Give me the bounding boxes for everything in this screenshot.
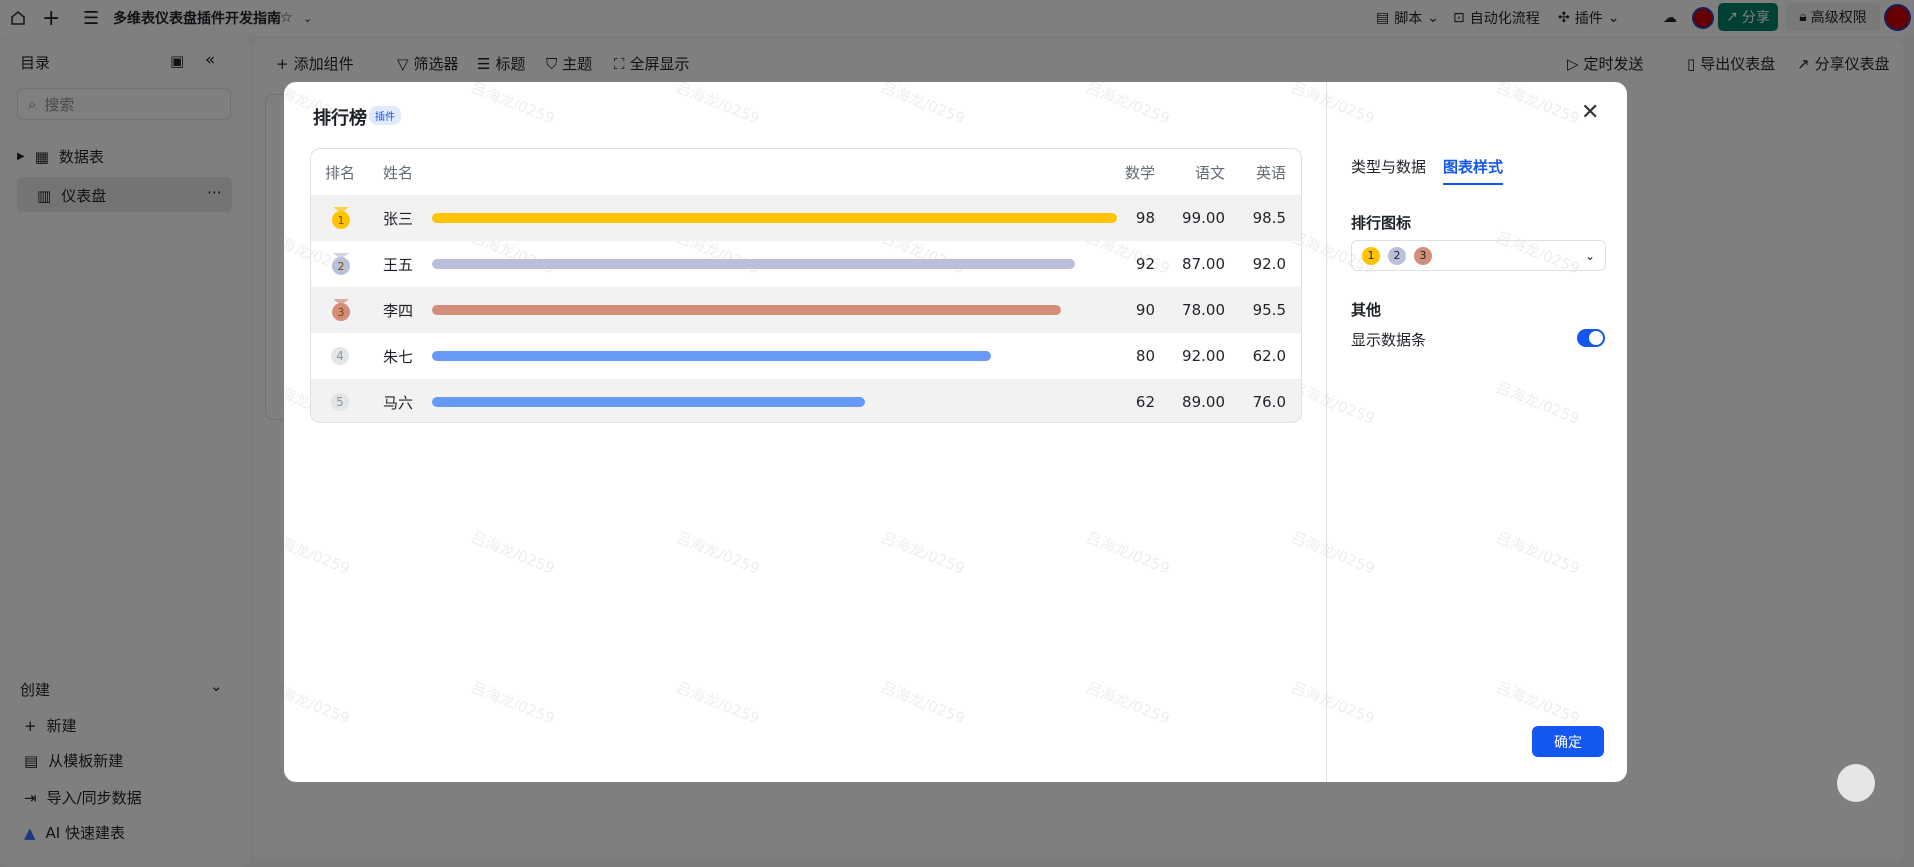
math-cell: 62 [1135, 393, 1155, 411]
watermark-text: 吕海龙/0259 [284, 678, 353, 728]
watermark-text: 吕海龙/0259 [468, 82, 558, 128]
silver-medal-icon: 2 [1388, 246, 1406, 265]
table-row: 3 李四 90 78.00 95.5 [311, 287, 1301, 333]
table-header: 排名 姓名 数学 语文 英语 [311, 149, 1301, 195]
ranking-table: 排名 姓名 数学 语文 英语 1 张三 98 99.00 98.5 2 王五 92 87.00 9… [310, 148, 1302, 423]
watermark-text: 吕海龙/0259 [673, 528, 763, 578]
name-cell: 朱七 [383, 347, 414, 366]
name-cell: 马六 [383, 393, 414, 412]
rank-number: 4 [331, 347, 349, 365]
watermark-text: 吕海龙/0259 [878, 82, 968, 128]
chinese-cell: 78.00 [1182, 301, 1225, 319]
data-bar [432, 305, 1062, 315]
watermark-text: 吕海龙/0259 [878, 678, 968, 728]
data-bar [432, 397, 866, 407]
header-math: 数学 [1124, 163, 1155, 182]
rank-number: 5 [331, 393, 349, 411]
chinese-cell: 99.00 [1182, 209, 1225, 227]
watermark-text: 吕海龙/0259 [1083, 678, 1173, 728]
chevron-down-icon: ⌄ [1584, 248, 1595, 263]
watermark-text: 吕海龙/0259 [468, 678, 558, 728]
tab-chart-style[interactable]: 图表样式 [1443, 156, 1504, 185]
table-row: 4 朱七 80 92.00 62.0 [311, 333, 1301, 379]
watermark-text: 吕海龙/0259 [673, 82, 763, 128]
header-chinese: 语文 [1194, 163, 1225, 182]
math-cell: 98 [1135, 209, 1155, 227]
table-row: 2 王五 92 87.00 92.0 [311, 241, 1301, 287]
settings-panel: 类型与数据 图表样式 排行图标 1 2 3 ⌄ 其他 显示数据条 确定 [1326, 82, 1627, 782]
medal-icon: 2 [331, 253, 351, 275]
tab-type-data[interactable]: 类型与数据 [1351, 158, 1427, 176]
english-cell: 98.5 [1252, 209, 1286, 227]
math-cell: 90 [1135, 301, 1155, 319]
watermark-text: 吕海龙/0259 [468, 528, 558, 578]
plugin-badge: 插件 [369, 106, 401, 125]
rank-icon-select[interactable]: 1 2 3 ⌄ [1351, 240, 1606, 271]
watermark-text: 吕海龙/0259 [878, 528, 968, 578]
close-icon[interactable]: ✕ [1581, 100, 1600, 125]
table-row: 1 张三 98 99.00 98.5 [311, 195, 1301, 241]
name-cell: 张三 [383, 209, 414, 228]
table-row: 5 马六 62 89.00 76.0 [311, 379, 1301, 422]
chinese-cell: 87.00 [1182, 255, 1225, 273]
data-bar [432, 213, 1117, 223]
name-cell: 李四 [383, 301, 414, 320]
name-cell: 王五 [383, 255, 414, 274]
header-rank: 排名 [325, 163, 356, 182]
confirm-button[interactable]: 确定 [1532, 726, 1604, 757]
math-cell: 92 [1135, 255, 1155, 273]
english-cell: 62.0 [1252, 347, 1286, 365]
chinese-cell: 89.00 [1182, 393, 1225, 411]
rank-icon-label: 排行图标 [1351, 214, 1412, 232]
data-bar [432, 351, 992, 361]
watermark-text: 吕海龙/0259 [1083, 82, 1173, 128]
bronze-medal-icon: 3 [1414, 246, 1432, 265]
header-name: 姓名 [383, 163, 414, 182]
watermark-text: 吕海龙/0259 [673, 678, 763, 728]
watermark-text: 吕海龙/0259 [1083, 528, 1173, 578]
show-bar-toggle[interactable] [1577, 329, 1605, 347]
gold-medal-icon: 1 [1362, 246, 1380, 265]
toggle-knob [1589, 331, 1603, 345]
modal-title: 排行榜 [313, 108, 367, 129]
data-bar [432, 259, 1076, 269]
math-cell: 80 [1135, 347, 1155, 365]
header-english: 英语 [1255, 163, 1286, 182]
ranking-modal: 吕海龙/0259 吕海龙/0259 吕海龙/0259 吕海龙/0259 吕海龙/0259… [284, 82, 1627, 782]
medal-icon: 3 [331, 299, 351, 321]
show-bar-label: 显示数据条 [1351, 331, 1427, 349]
help-assistant-icon[interactable] [1837, 764, 1875, 802]
other-label: 其他 [1351, 301, 1382, 319]
medal-icon: 1 [331, 207, 351, 229]
english-cell: 92.0 [1252, 255, 1286, 273]
chinese-cell: 92.00 [1182, 347, 1225, 365]
english-cell: 95.5 [1252, 301, 1286, 319]
english-cell: 76.0 [1252, 393, 1286, 411]
watermark-text: 吕海龙/0259 [284, 528, 353, 578]
